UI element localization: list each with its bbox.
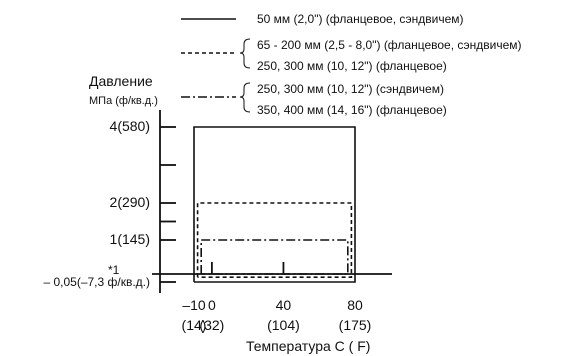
series-dashed-line [196,202,353,279]
legend-solid-label: 50 мм (2,0") (фланцевое, сэндвичем) [257,12,464,26]
legend-dashed-brace [239,38,251,69]
x-tick-label: 40 [276,297,292,313]
y-tick-label: 2(290) [110,194,150,210]
series-dashdot-line [200,239,349,275]
legend-dashdot-label-1: 250, 300 мм (10, 12") (сэндвичем) [257,82,444,96]
legend: 50 мм (2,0") (фланцевое, сэндвичем) 65 -… [181,12,522,117]
x-tick-sublabel: (175) [339,317,372,333]
x-tick-sublabel: (32) [199,317,224,333]
axes [152,110,392,293]
y-ticks: 4(580) 2(290) 1(145) – 0,05(–7,3 ф/кв.д.) [43,118,176,289]
x-ticks: –10 (14)0 (32) 40 (104) 80 (175) [182,297,372,333]
y-axis-title: Давление [89,73,153,89]
legend-dashdot-brace [239,82,251,113]
y-axis-unit: МПа (ф/кв.д.) [89,95,158,107]
y-tick-label: 1(145) [110,231,150,247]
x-axis-title: Температура С ( F) [246,338,370,354]
x-tick-label: 0 [208,297,216,313]
x-tick-label: 80 [347,297,363,313]
legend-dashed-label-2: 250, 300 мм (10, 12") (фланцевое) [257,59,447,73]
y-tick-label: – 0,05(–7,3 ф/кв.д.) [43,275,150,289]
series-solid-line [193,126,356,283]
baseline-note: *1 [108,263,120,277]
x-tick-sublabel: (104) [267,317,300,333]
x-tick-label: –10 [182,297,206,313]
x-tick-sublabel: (14) [182,317,207,333]
legend-dashdot-label-2: 350, 400 мм (14, 16") (фланцевое) [257,103,447,117]
series-group [193,126,356,283]
legend-dashed-label-1: 65 - 200 мм (2,5 - 8,0") (фланцевое, сэн… [257,38,522,52]
y-tick-label: 4(580) [110,118,150,134]
